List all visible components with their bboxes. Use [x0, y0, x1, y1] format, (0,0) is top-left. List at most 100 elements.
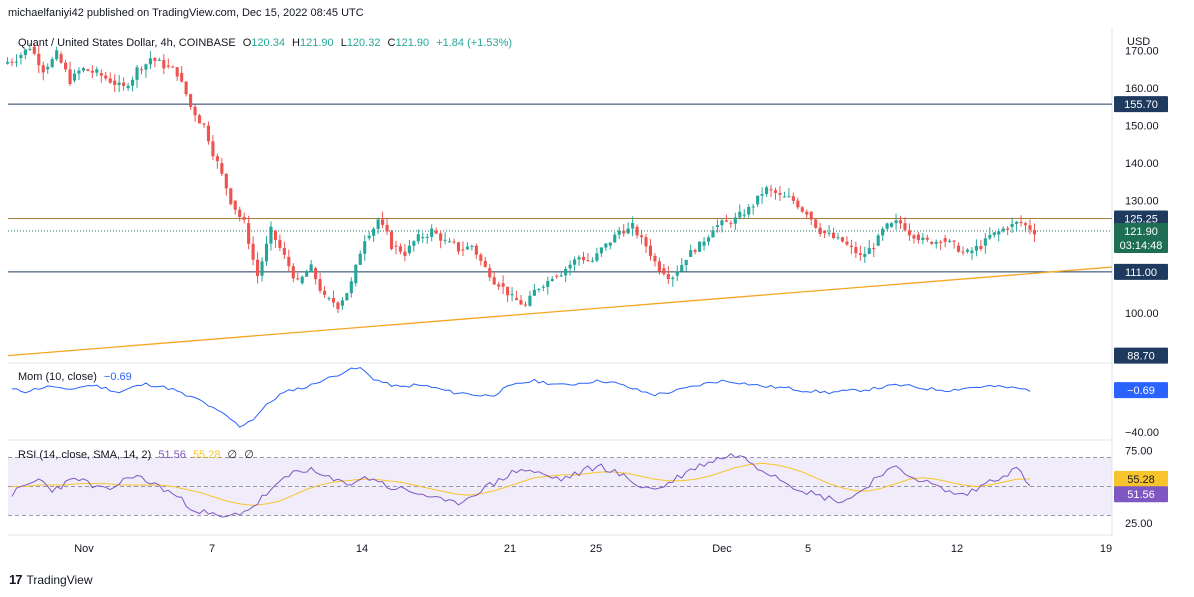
candle-body: [474, 245, 478, 255]
candle-body: [282, 247, 286, 255]
candle-body: [840, 237, 845, 242]
candle-body: [153, 58, 157, 61]
candle-body: [157, 59, 161, 61]
candle-body: [135, 67, 139, 80]
rsi-value: 51.56: [158, 449, 186, 461]
candle-body: [193, 106, 197, 116]
candle-body: [37, 53, 41, 66]
candle-body: [907, 230, 912, 236]
candle-body: [974, 245, 978, 251]
candle-body: [416, 234, 420, 242]
candle-body: [372, 228, 376, 236]
currency-label: USD: [1127, 36, 1150, 48]
candle-body: [273, 230, 277, 240]
tradingview-brand[interactable]: 17 TradingView: [9, 572, 93, 587]
candle-body: [349, 281, 353, 294]
candle-body: [577, 257, 581, 260]
candle-body: [139, 69, 144, 71]
candle-body: [260, 261, 264, 276]
candle-body: [532, 289, 536, 296]
candle-body: [550, 279, 554, 281]
candle-body: [858, 253, 862, 255]
candle-body: [952, 240, 956, 242]
candle-body: [787, 196, 791, 198]
axes: 170.00 160.00 150.00 140.00 130.00 100.00 Nov 7…: [74, 46, 1159, 555]
candle-body: [510, 294, 514, 296]
rsi-extra-2: ∅: [244, 449, 254, 461]
candle-body: [278, 239, 282, 248]
candle-body: [479, 254, 483, 261]
candle-body: [733, 217, 737, 224]
candle-body: [608, 242, 612, 246]
price-tags: 155.70 125.25 111.00 121.90 03:14:48 88.70 −0.…: [1114, 96, 1168, 503]
candle-body: [930, 241, 934, 244]
candle-body: [657, 261, 661, 272]
tv-logo-icon: 17: [9, 572, 23, 587]
trendline-tag: 88.70: [1127, 351, 1155, 363]
candle-body: [925, 237, 929, 240]
candle-body: [693, 250, 697, 252]
rsi-tick-label: 75.00: [1125, 445, 1153, 457]
candle-body: [1001, 228, 1005, 232]
candle-body: [287, 256, 291, 267]
candle-body: [992, 232, 996, 235]
candle-body: [14, 61, 19, 63]
time-tick-label: Nov: [74, 543, 94, 555]
mom-name: Mom (10, close): [18, 371, 97, 383]
candle-body: [1023, 223, 1028, 226]
candle-body: [434, 230, 438, 234]
candle-body: [336, 302, 340, 310]
candle-body: [162, 59, 166, 69]
candle-body: [961, 251, 965, 253]
candle-body: [421, 237, 425, 239]
candle-body: [322, 290, 327, 295]
candle-body: [1032, 229, 1037, 235]
candle-body: [363, 241, 367, 254]
candle-body: [296, 278, 300, 280]
candle-body: [130, 79, 135, 86]
candle-body: [849, 245, 853, 248]
candle-body: [104, 75, 108, 79]
ohlc-change: +1.84 (+1.53%): [436, 37, 512, 49]
candle-body: [573, 259, 577, 265]
candle-body: [956, 245, 961, 252]
candle-body: [881, 228, 885, 236]
candle-body: [675, 271, 679, 276]
candle-body: [814, 219, 818, 228]
rsi-legend: RSI (14, close, SMA, 14, 2) 51.56 55.28 …: [18, 449, 254, 461]
candle-body: [782, 196, 786, 198]
candle-body: [86, 69, 90, 71]
candle-body: [948, 240, 952, 242]
price-tick-label: 150.00: [1125, 121, 1159, 133]
candle-body: [898, 220, 903, 224]
candle-body: [488, 268, 492, 278]
ohlc-l-label: L: [341, 37, 347, 49]
candle-body: [247, 223, 251, 244]
price-tick-label: 170.00: [1125, 46, 1159, 58]
rsi-ma-tag: 55.28: [1127, 474, 1155, 486]
candle-body: [818, 227, 822, 234]
mom-tag: −0.69: [1127, 385, 1155, 397]
candle-body: [501, 283, 505, 287]
candle-body: [403, 251, 407, 256]
candle-body: [215, 156, 219, 162]
candle-body: [381, 219, 385, 225]
candle-body: [559, 275, 563, 277]
candle-body: [720, 220, 724, 226]
candle-body: [206, 125, 211, 142]
candle-body: [202, 123, 206, 125]
candle-body: [394, 245, 398, 247]
candle-body: [50, 59, 54, 67]
candle-body: [256, 259, 260, 277]
candle-body: [184, 81, 188, 95]
time-tick-label: 7: [209, 543, 215, 555]
candle-body: [921, 237, 925, 241]
level-tag-resistance-mid-bg: [1114, 210, 1168, 227]
candle-body: [836, 237, 840, 239]
candle-body: [711, 230, 715, 238]
mom-legend: Mom (10, close) −0.69: [18, 371, 132, 383]
candle-body: [340, 300, 344, 306]
candle-body: [827, 232, 831, 234]
candle-body: [528, 295, 532, 306]
